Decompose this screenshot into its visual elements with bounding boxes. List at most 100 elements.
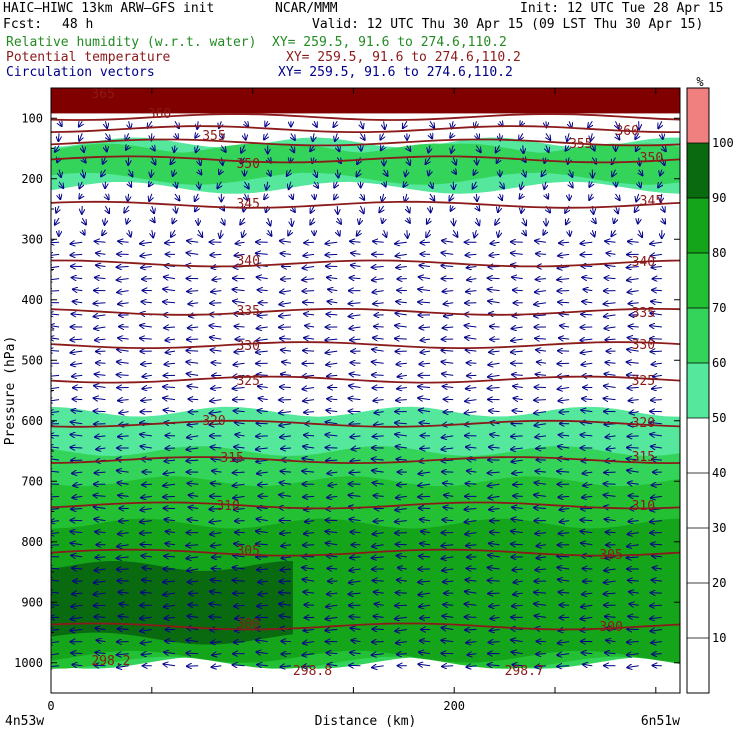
wind-vector [187, 241, 199, 243]
wind-vector [117, 545, 129, 547]
field-rh-xy: XY= 259.5, 91.6 to 274.6,110.2 [272, 35, 507, 50]
wind-vector [419, 327, 431, 328]
wind-vector [256, 652, 268, 654]
wind-vector [233, 555, 245, 557]
wind-vector [328, 484, 338, 485]
wind-vector [240, 217, 244, 224]
wind-vector [288, 230, 291, 235]
wind-vector [604, 327, 616, 329]
wind-vector [557, 471, 570, 472]
colorbar-label: 10 [712, 631, 726, 645]
model-title: HAIC–HIWC 13km ARW–GFS init [3, 1, 215, 16]
wind-vector [418, 593, 431, 595]
wind-vector [211, 350, 222, 351]
wind-vector [653, 375, 662, 376]
contour-label-right: 305 [599, 548, 622, 563]
wind-vector [488, 301, 500, 303]
wind-vector [264, 133, 268, 139]
wind-vector [142, 279, 152, 280]
wind-vector [71, 543, 83, 545]
wind-vector [72, 375, 83, 376]
wind-vector [219, 170, 221, 175]
colorbar-label: 90 [712, 191, 726, 205]
wind-vector [70, 435, 83, 436]
wind-vector [234, 544, 245, 545]
wind-vector [350, 339, 361, 340]
wind-vector [374, 424, 384, 425]
wind-vector [163, 289, 176, 291]
wind-vector [236, 242, 245, 243]
wind-vector [257, 665, 268, 666]
wind-vector [79, 133, 82, 140]
wind-vector [604, 495, 616, 496]
wind-vector [441, 545, 454, 546]
wind-vector [304, 314, 315, 315]
wind-vector [375, 604, 384, 605]
wind-vector [444, 315, 454, 316]
wind-vector [303, 579, 315, 581]
wind-vector [426, 157, 431, 165]
wind-vector [582, 302, 593, 303]
wind-vector [474, 230, 476, 237]
wind-vector [82, 169, 84, 178]
wind-vector [535, 569, 546, 570]
wind-vector [164, 327, 176, 328]
wind-vector [281, 279, 291, 280]
wind-vector [652, 459, 662, 460]
wind-vector [210, 412, 222, 414]
wind-vector [350, 436, 361, 437]
wind-vector [443, 483, 454, 484]
wind-vector [210, 617, 222, 618]
wind-vector [140, 434, 152, 436]
wind-vector [650, 617, 662, 618]
wind-vector [256, 339, 268, 341]
wind-vector [327, 496, 338, 497]
wind-vector [259, 398, 268, 399]
wind-vector [310, 145, 314, 151]
wind-vector [537, 545, 547, 546]
wind-vector [465, 533, 477, 535]
wind-vector [535, 483, 547, 485]
wind-vector [627, 349, 639, 351]
wind-vector [302, 666, 315, 667]
wind-vector [126, 133, 129, 140]
contour-label-left: 355 [202, 129, 225, 144]
wind-vector [450, 133, 453, 137]
wind-vector [51, 654, 60, 656]
wind-vector [662, 133, 663, 139]
wind-vector [488, 363, 500, 365]
wind-vector [173, 218, 175, 223]
wind-vector [560, 326, 570, 327]
wind-vector [581, 351, 593, 353]
wind-vector [630, 412, 639, 413]
wind-vector [51, 605, 60, 606]
wind-vector [420, 351, 431, 352]
wind-vector [165, 543, 176, 544]
wind-vector [513, 398, 523, 399]
theta-contour-355 [51, 138, 680, 147]
wind-vector [605, 519, 616, 520]
wind-vector [51, 471, 60, 472]
colorbar-label: 100 [712, 136, 734, 150]
wind-vector [257, 507, 268, 508]
wind-vector [302, 458, 315, 460]
wind-vector [51, 579, 60, 581]
wind-vector [71, 617, 83, 619]
wind-vector [163, 496, 176, 497]
wind-vector [95, 472, 106, 473]
colorbar-band [687, 253, 709, 308]
wind-vector [165, 520, 176, 521]
wind-vector [221, 145, 225, 151]
wind-vector [511, 253, 523, 254]
wind-vector [352, 448, 361, 449]
wind-vector [627, 654, 639, 656]
wind-vector [289, 181, 291, 189]
wind-vector [441, 448, 454, 450]
wind-vector [592, 218, 595, 223]
wind-vector [559, 435, 570, 436]
wind-vector [141, 266, 152, 267]
wind-vector [326, 460, 338, 461]
wind-vector [466, 580, 477, 581]
wind-vector [302, 279, 315, 280]
wind-vector [234, 508, 245, 509]
